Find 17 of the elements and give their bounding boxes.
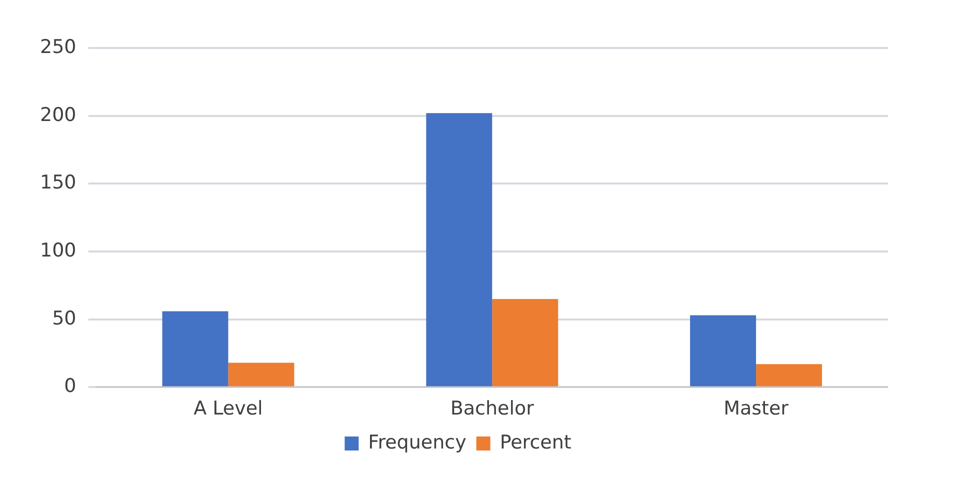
bar — [426, 113, 492, 386]
y-tick-label: 100 — [40, 239, 76, 262]
y-tick-label: 250 — [40, 36, 76, 58]
bar — [492, 299, 558, 386]
y-tick-label: 150 — [40, 172, 76, 194]
x-tick-label: Master — [724, 398, 789, 420]
x-tick-label: Bachelor — [450, 398, 534, 420]
bar — [756, 364, 822, 386]
legend-label: Percent — [500, 431, 572, 454]
bar — [690, 315, 756, 386]
legend-label: Frequency — [368, 431, 466, 454]
y-tick-label: 200 — [40, 104, 76, 126]
bar — [162, 311, 228, 386]
bar — [228, 362, 294, 386]
y-tick-label: 50 — [52, 307, 76, 330]
y-tick-label: 0 — [64, 375, 76, 398]
x-tick-label: A Level — [194, 398, 263, 420]
